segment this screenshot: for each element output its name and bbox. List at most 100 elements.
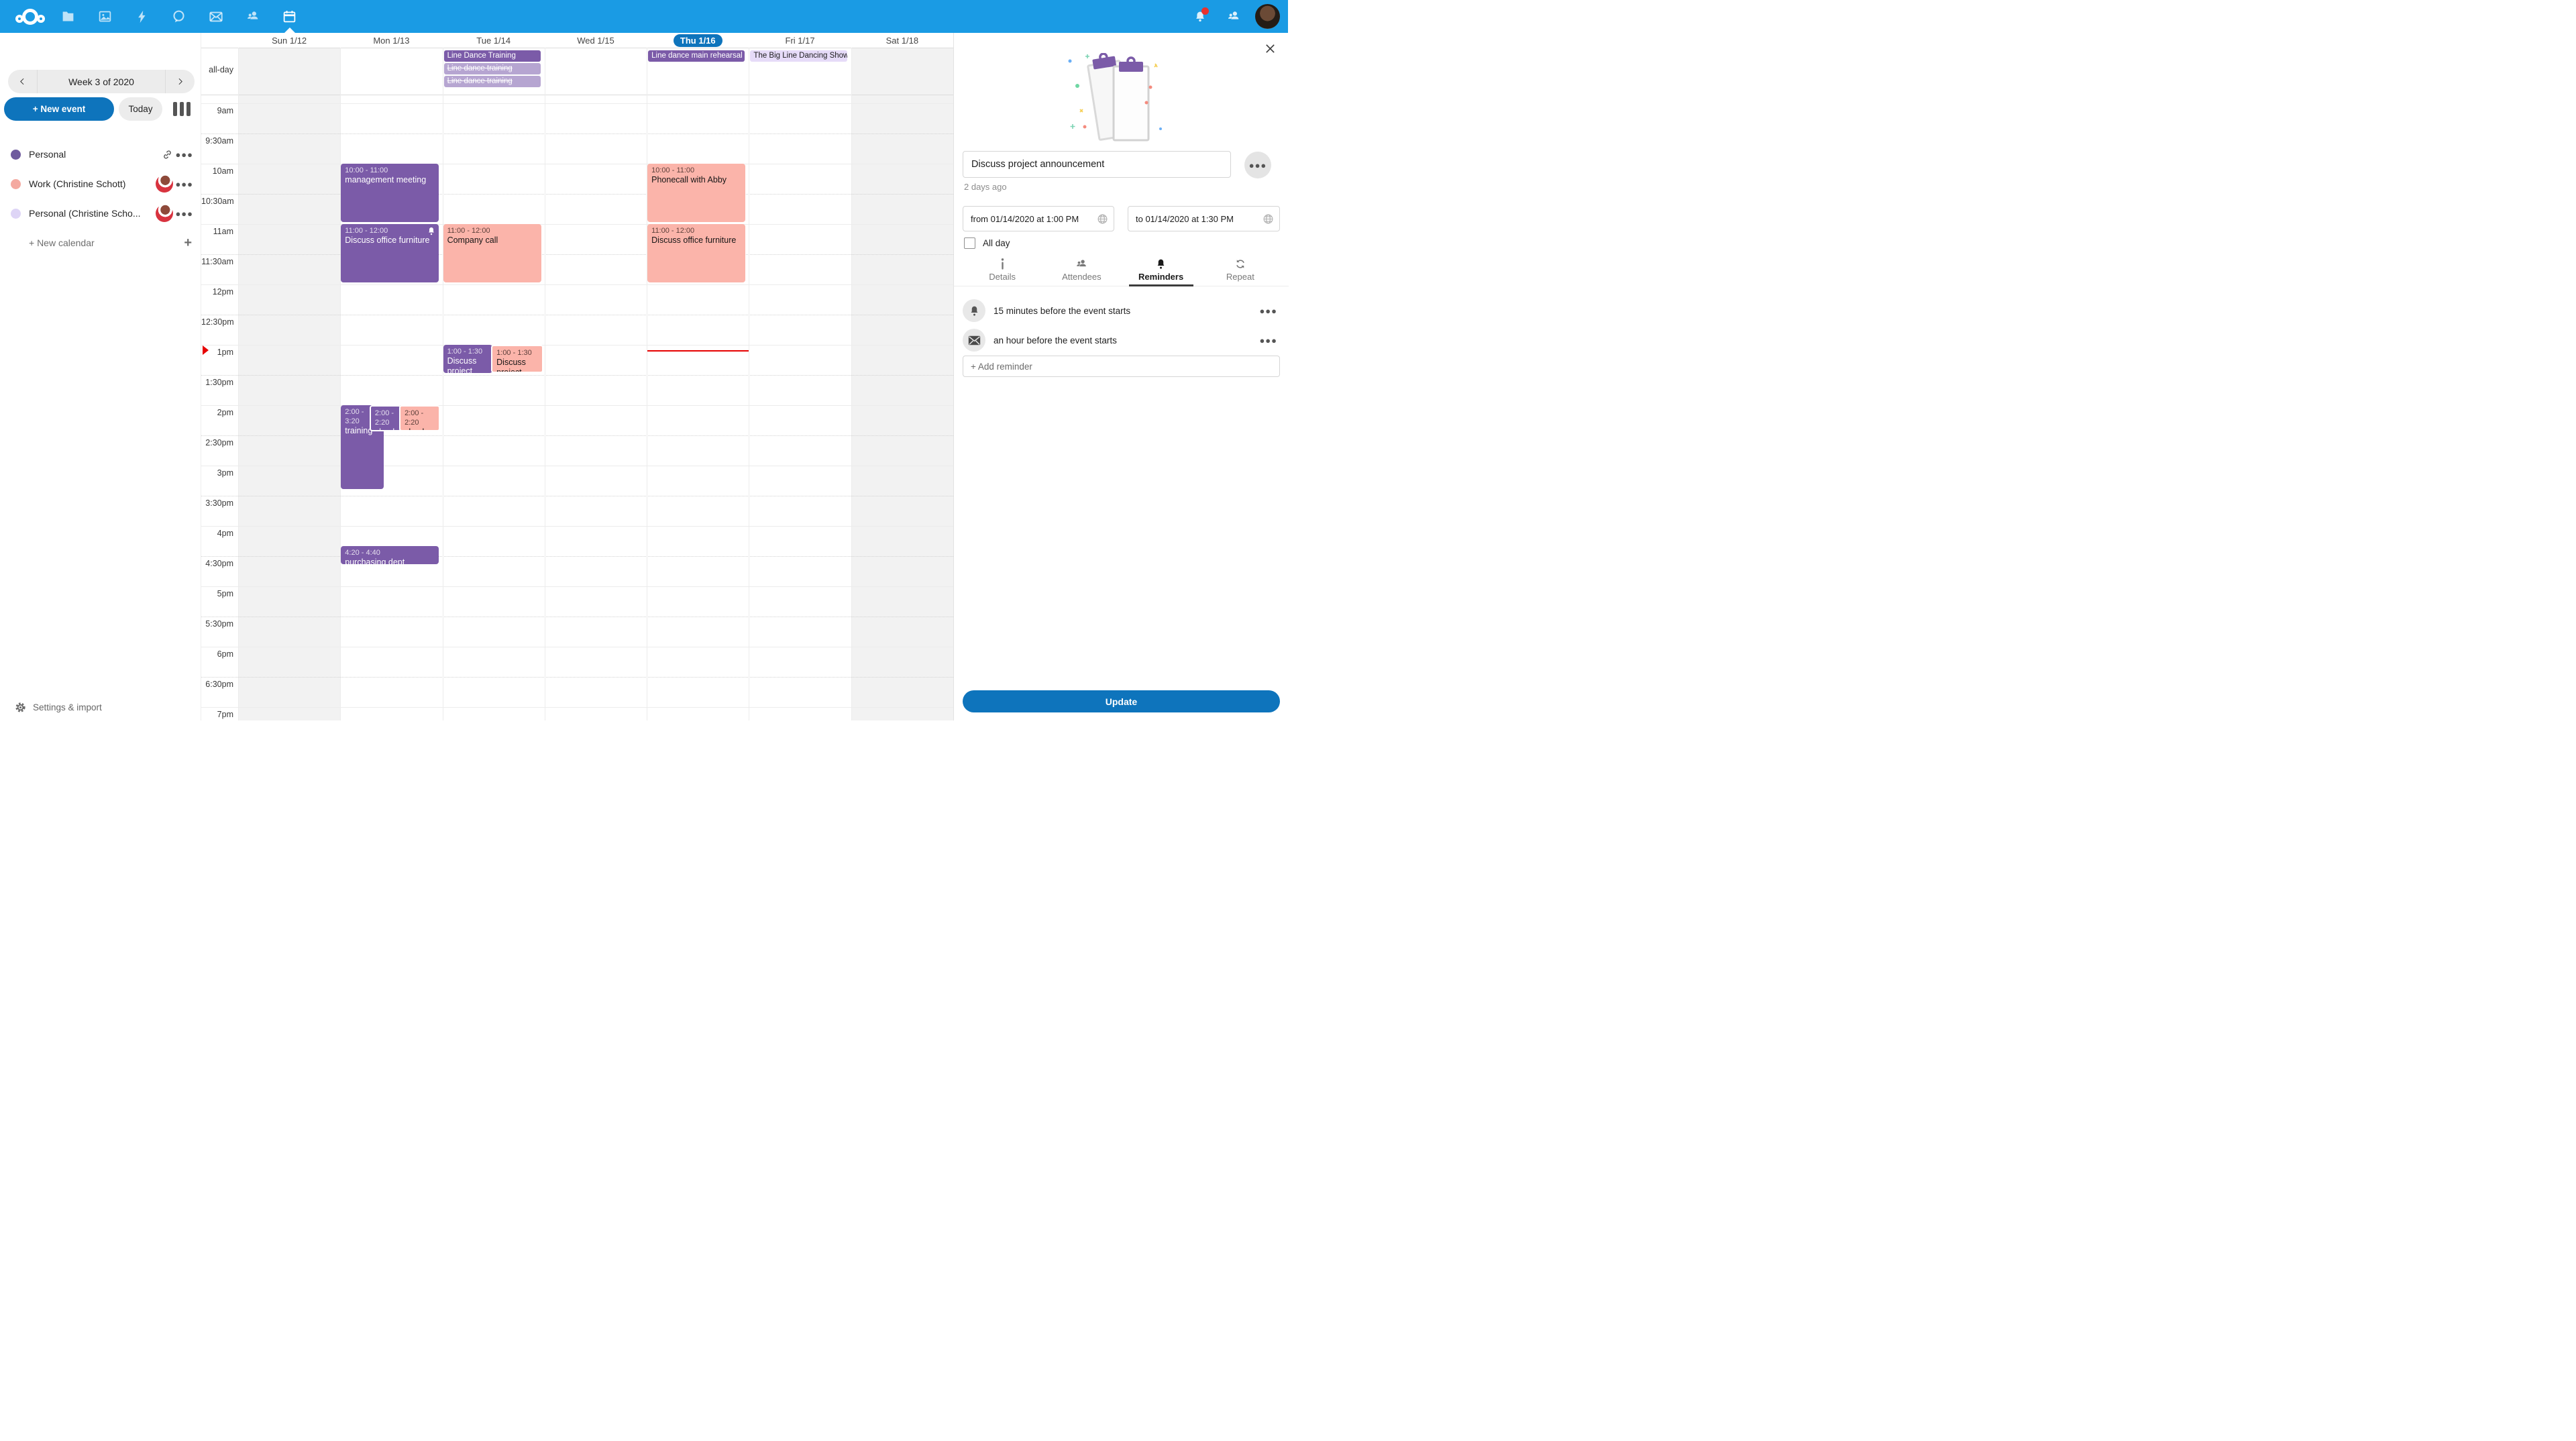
- reminder-actions-menu-icon[interactable]: ●●●: [1259, 335, 1277, 345]
- new-calendar-button[interactable]: + New calendar +: [0, 228, 201, 258]
- close-icon[interactable]: [1261, 40, 1279, 57]
- time-axis-label: 2pm: [217, 408, 233, 417]
- activity-icon[interactable]: [123, 0, 160, 33]
- event-title: training: [345, 426, 373, 435]
- user-avatar[interactable]: [1255, 4, 1280, 29]
- top-bar: [0, 0, 1288, 33]
- event-actions-menu-button[interactable]: ●●●: [1244, 152, 1271, 178]
- all-day-event[interactable]: Line dance training: [443, 76, 541, 87]
- tab-details[interactable]: Details: [963, 256, 1042, 286]
- calendar-event[interactable]: 4:20 - 4:40 purchasing dept: [341, 546, 439, 564]
- all-day-event[interactable]: Line Dance Training: [443, 50, 541, 62]
- reminder-actions-menu-icon[interactable]: ●●●: [1259, 305, 1277, 316]
- all-day-label[interactable]: All day: [983, 238, 1010, 248]
- day-header[interactable]: Thu 1/16: [647, 33, 749, 48]
- tab-label: Attendees: [1062, 272, 1102, 282]
- day-header[interactable]: Mon 1/13: [373, 35, 410, 46]
- calendar-event[interactable]: 2:00 - 2:20check-in: [369, 405, 402, 431]
- calendar-list-item[interactable]: Personal ●●●: [0, 140, 201, 169]
- all-day-event[interactable]: The Big Line Dancing Show: [750, 50, 847, 62]
- event-time: 4:20 - 4:40: [345, 549, 380, 557]
- event-title: management meeting: [345, 175, 427, 184]
- calendar-icon[interactable]: [271, 0, 308, 33]
- notifications-bell-icon[interactable]: [1188, 5, 1212, 29]
- timezone-globe-icon[interactable]: [1097, 213, 1108, 225]
- event-title: Discuss office furniture: [345, 235, 430, 245]
- day-header[interactable]: Tue 1/14: [476, 35, 511, 46]
- calendar-event[interactable]: 1:00 - 1:30 Discuss project: [491, 345, 543, 373]
- time-axis-label: 1:30pm: [205, 378, 233, 387]
- calendar-event[interactable]: 11:00 - 12:00 Discuss office furniture: [341, 224, 439, 282]
- event-time: 2:00 - 2:20: [405, 409, 424, 427]
- calendar-color-dot: [11, 208, 21, 219]
- calendar-actions-menu-icon[interactable]: ●●●: [175, 208, 193, 219]
- calendar-event[interactable]: 11:00 - 12:00 Discuss office furniture: [647, 224, 746, 282]
- tab-reminders[interactable]: Reminders: [1122, 256, 1201, 286]
- calendar-list-item[interactable]: Work (Christine Schott) ●●●: [0, 169, 201, 199]
- calendar-event[interactable]: 11:00 - 12:00 Company call: [443, 224, 541, 282]
- all-day-event[interactable]: Line dance training: [443, 63, 541, 74]
- time-axis-label: 11:30am: [201, 257, 233, 266]
- talk-icon[interactable]: [160, 0, 197, 33]
- grid-line: [201, 375, 953, 376]
- time-axis-label: 10am: [212, 166, 233, 176]
- week-grid: Sun 1/12 Mon 1/13 Tue 1/14 Wed 1/15 Thu 1/16…: [201, 33, 953, 720]
- gear-icon: [15, 702, 26, 713]
- calendar-sidebar: Week 3 of 2020 + New event Today Persona…: [0, 33, 201, 720]
- event-title: check-in: [375, 427, 400, 430]
- grid-line: [201, 284, 953, 285]
- time-axis-label: 9:30am: [205, 136, 233, 146]
- day-header[interactable]: Sat 1/18: [885, 35, 919, 46]
- timezone-globe-icon[interactable]: [1263, 213, 1274, 225]
- settings-import-button[interactable]: Settings & import: [0, 694, 201, 720]
- new-event-button[interactable]: + New event: [4, 97, 114, 121]
- event-title: Company call: [447, 235, 498, 245]
- previous-week-button[interactable]: [8, 70, 38, 93]
- calendar-event[interactable]: 2:00 - 2:20check-in: [399, 405, 440, 431]
- contacts-menu-icon[interactable]: [1222, 5, 1246, 29]
- share-link-icon[interactable]: [162, 149, 173, 160]
- all-day-checkbox[interactable]: [964, 237, 975, 249]
- reminder-bell-icon: [963, 299, 985, 322]
- app-icons-slot: [50, 0, 308, 33]
- event-title-input[interactable]: [963, 151, 1231, 178]
- grid-line: [201, 405, 953, 406]
- contacts-icon[interactable]: [234, 0, 271, 33]
- nextcloud-logo-icon[interactable]: [11, 8, 50, 25]
- event-start-input[interactable]: from 01/14/2020 at 1:00 PM: [963, 206, 1114, 231]
- calendar-event[interactable]: 10:00 - 11:00 management meeting: [341, 164, 439, 222]
- mail-icon[interactable]: [197, 0, 234, 33]
- update-button[interactable]: Update: [963, 690, 1280, 712]
- calendar-actions-menu-icon[interactable]: ●●●: [175, 149, 193, 160]
- calendar-event[interactable]: 10:00 - 11:00 Phonecall with Abby: [647, 164, 746, 222]
- files-icon[interactable]: [50, 0, 87, 33]
- grid-line: [201, 707, 953, 708]
- event-time: 11:00 - 12:00: [447, 227, 490, 235]
- time-axis-label: 6pm: [217, 649, 233, 659]
- new-calendar-label: + New calendar: [29, 237, 95, 248]
- event-time: 11:00 - 12:00: [651, 227, 695, 235]
- week-navigation: Week 3 of 2020: [8, 70, 195, 93]
- tab-attendees[interactable]: Attendees: [1042, 256, 1121, 286]
- day-header[interactable]: Wed 1/15: [577, 35, 614, 46]
- all-day-event[interactable]: Line dance main rehearsal: [648, 50, 745, 62]
- calendar-actions-menu-icon[interactable]: ●●●: [175, 178, 193, 189]
- event-end-input[interactable]: to 01/14/2020 at 1:30 PM: [1128, 206, 1280, 231]
- tab-label: Reminders: [1138, 272, 1184, 282]
- day-header[interactable]: Fri 1/17: [785, 35, 815, 46]
- day-header[interactable]: Sun 1/12: [272, 35, 307, 46]
- event-title: Discuss office furniture: [651, 235, 737, 245]
- top-bar-right: [1188, 0, 1288, 33]
- next-week-button[interactable]: [165, 70, 195, 93]
- week-label[interactable]: Week 3 of 2020: [68, 76, 134, 87]
- tab-repeat[interactable]: Repeat: [1201, 256, 1280, 286]
- view-switcher-icon[interactable]: [173, 102, 192, 116]
- event-end-value: to 01/14/2020 at 1:30 PM: [1136, 213, 1234, 224]
- time-axis-label: 7pm: [217, 710, 233, 719]
- add-reminder-button[interactable]: + Add reminder: [963, 356, 1280, 377]
- photos-icon[interactable]: [87, 0, 123, 33]
- current-time-line: [647, 350, 749, 352]
- today-button[interactable]: Today: [119, 97, 162, 121]
- calendar-list-item[interactable]: Personal (Christine Scho... ●●●: [0, 199, 201, 228]
